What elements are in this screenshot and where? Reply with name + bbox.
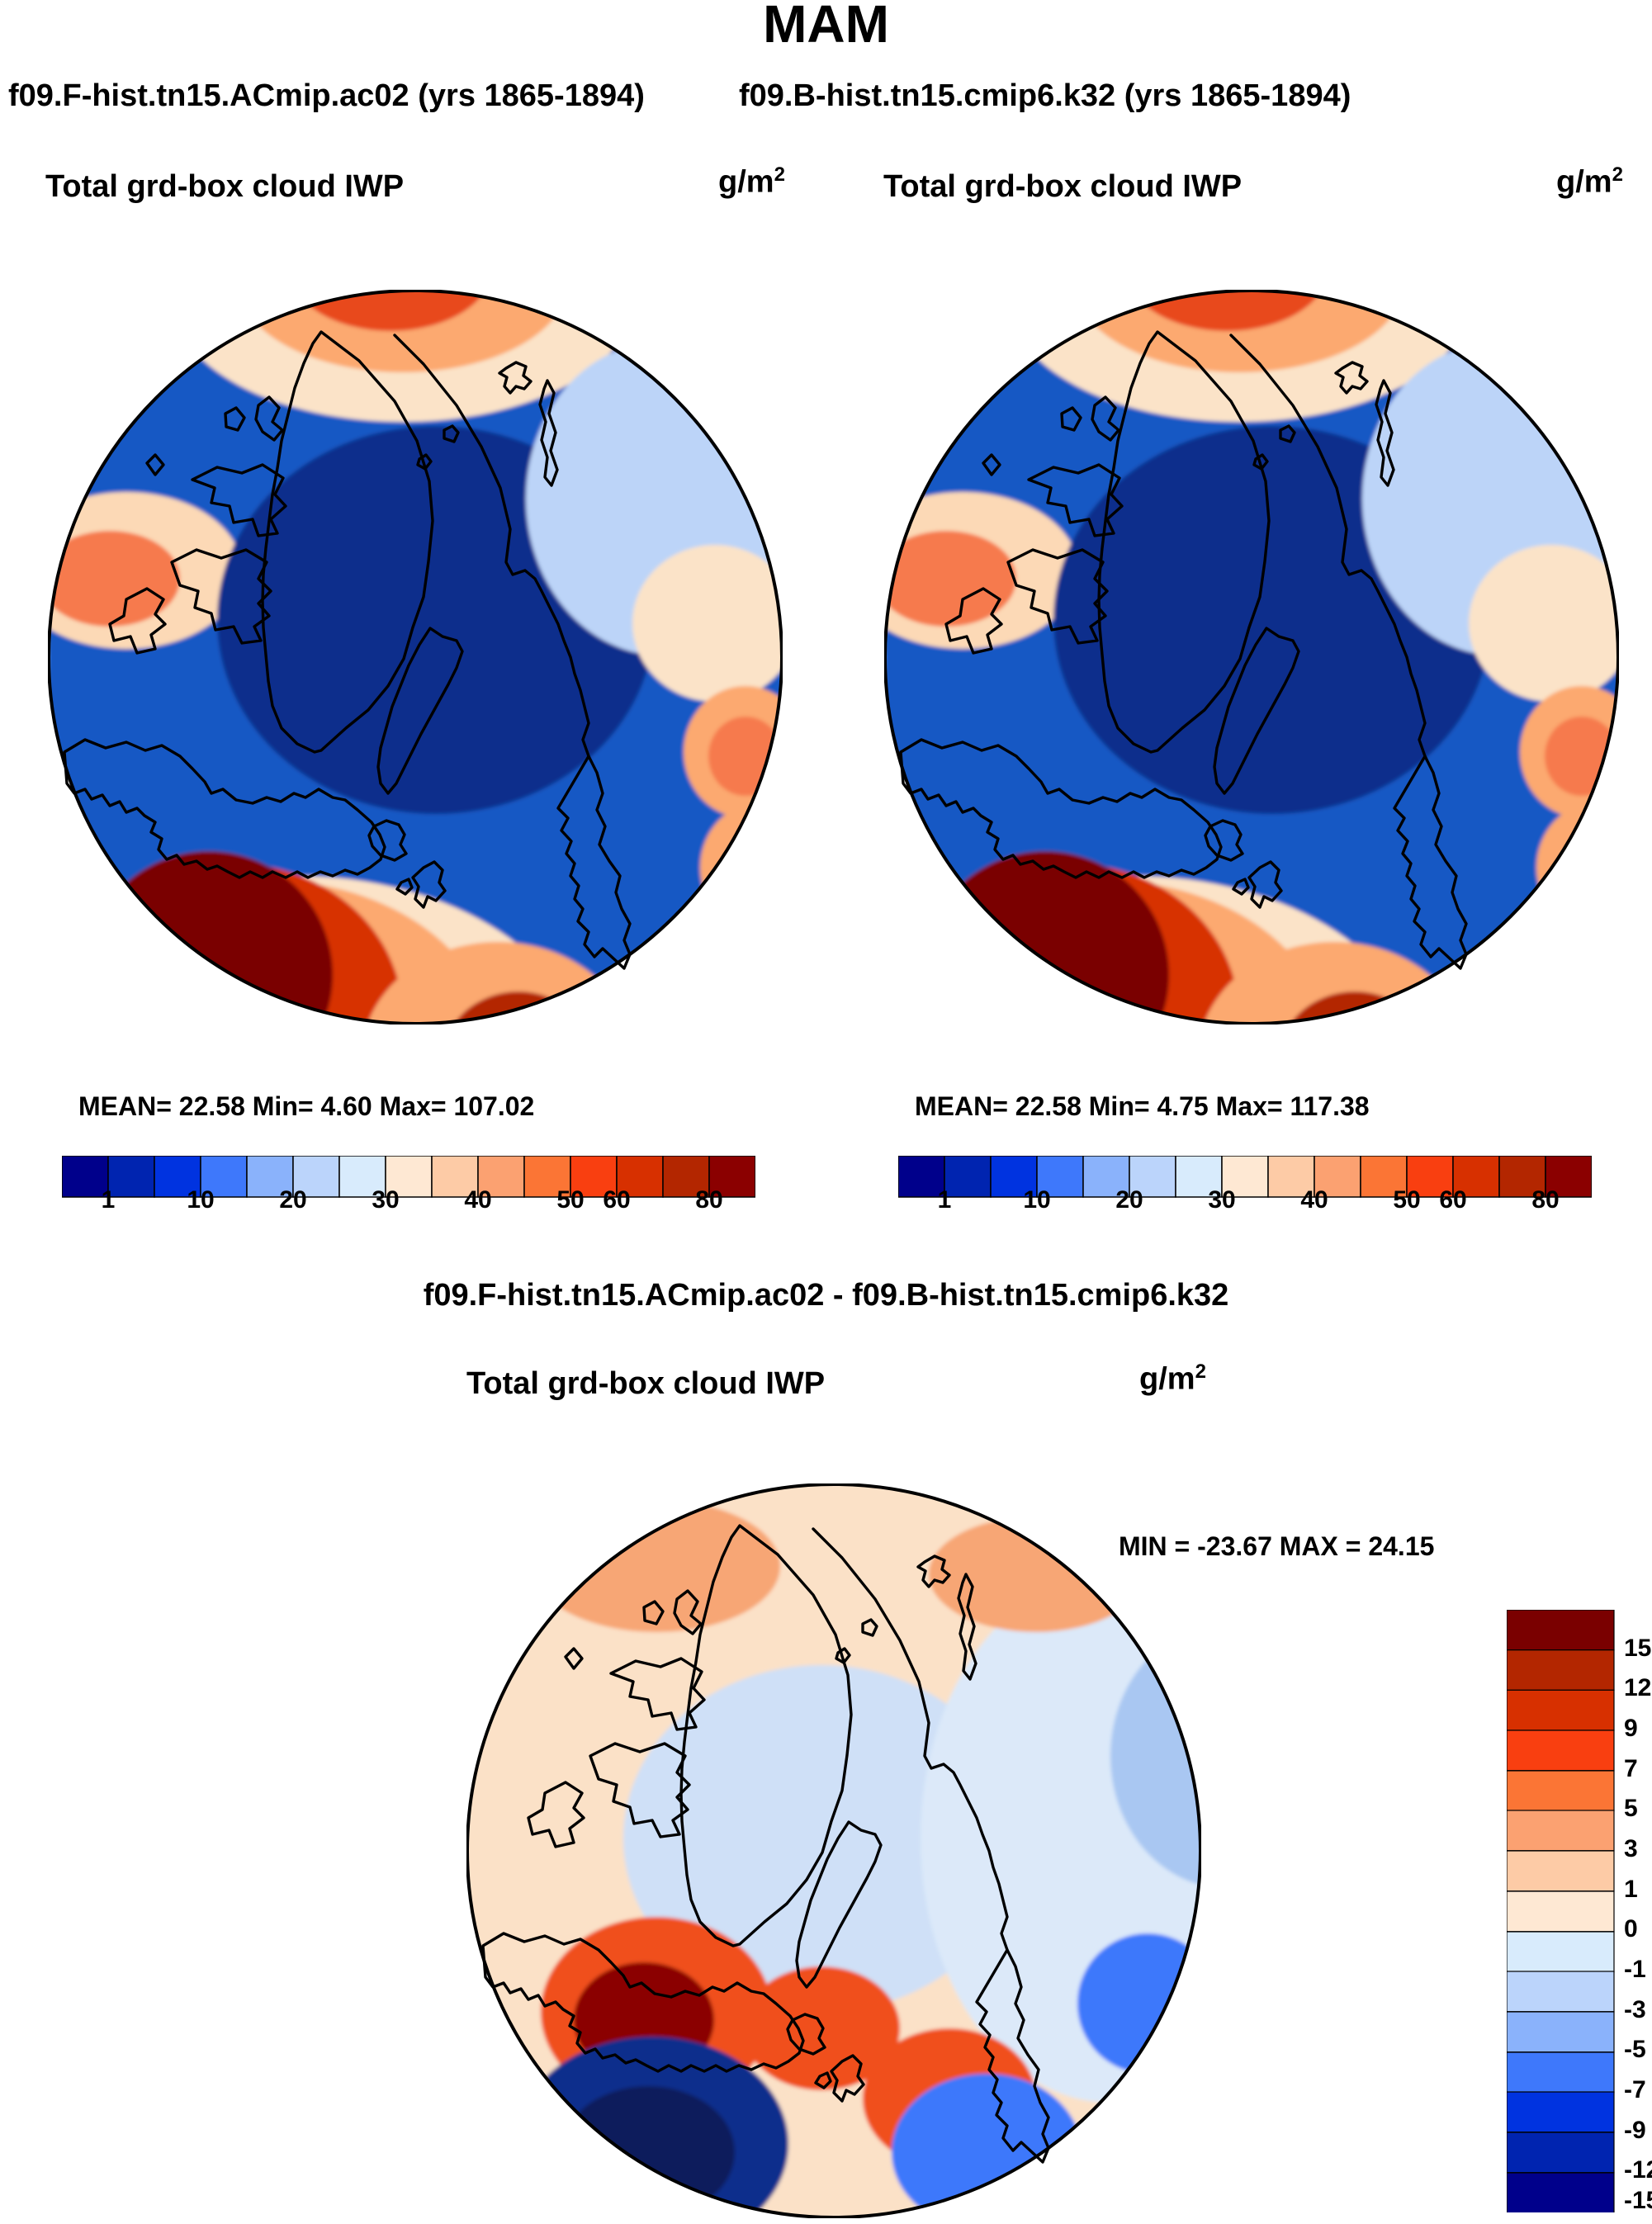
svg-text:-3: -3 [1624, 1996, 1646, 2023]
svg-text:-1: -1 [1624, 1956, 1646, 1983]
svg-text:60: 60 [1439, 1186, 1466, 1209]
svg-text:15: 15 [1624, 1635, 1651, 1662]
svg-text:0: 0 [1624, 1915, 1638, 1942]
svg-text:-15: -15 [1624, 2187, 1652, 2212]
svg-text:10: 10 [187, 1186, 214, 1209]
svg-text:1: 1 [102, 1186, 116, 1209]
svg-text:-9: -9 [1624, 2117, 1646, 2144]
svg-text:3: 3 [1624, 1835, 1638, 1862]
svg-text:30: 30 [372, 1186, 399, 1209]
svg-text:5: 5 [1624, 1795, 1638, 1822]
svg-text:80: 80 [695, 1186, 722, 1209]
svg-text:40: 40 [464, 1186, 491, 1209]
svg-text:60: 60 [603, 1186, 630, 1209]
svg-text:9: 9 [1624, 1715, 1638, 1742]
svg-text:1: 1 [938, 1186, 952, 1209]
svg-text:1: 1 [1624, 1876, 1638, 1903]
svg-text:-12: -12 [1624, 2156, 1652, 2184]
svg-text:30: 30 [1208, 1186, 1235, 1209]
svg-text:50: 50 [1393, 1186, 1420, 1209]
svg-text:20: 20 [279, 1186, 306, 1209]
svg-text:50: 50 [556, 1186, 584, 1209]
svg-text:-7: -7 [1624, 2076, 1646, 2103]
svg-text:40: 40 [1300, 1186, 1328, 1209]
svg-text:80: 80 [1531, 1186, 1559, 1209]
svg-text:12: 12 [1624, 1674, 1651, 1701]
svg-text:10: 10 [1023, 1186, 1050, 1209]
svg-text:20: 20 [1115, 1186, 1143, 1209]
svg-text:7: 7 [1624, 1755, 1638, 1782]
svg-text:-5: -5 [1624, 2036, 1646, 2063]
